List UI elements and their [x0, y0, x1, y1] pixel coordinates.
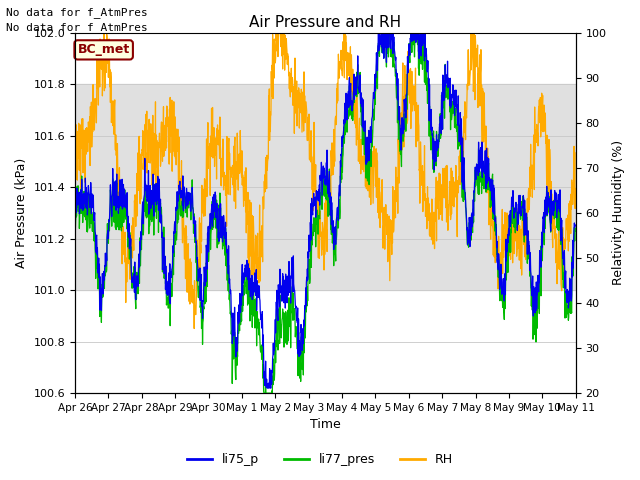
- Y-axis label: Relativity Humidity (%): Relativity Humidity (%): [612, 140, 625, 286]
- Y-axis label: Air Pressure (kPa): Air Pressure (kPa): [15, 158, 28, 268]
- Title: Air Pressure and RH: Air Pressure and RH: [250, 15, 401, 30]
- Legend: li75_p, li77_pres, RH: li75_p, li77_pres, RH: [182, 448, 458, 471]
- Text: BC_met: BC_met: [77, 43, 130, 56]
- X-axis label: Time: Time: [310, 419, 340, 432]
- Text: No data for f̲AtmPres: No data for f̲AtmPres: [6, 22, 148, 33]
- Bar: [75, 84, 576, 290]
- Text: No data for f_AtmPres: No data for f_AtmPres: [6, 7, 148, 18]
